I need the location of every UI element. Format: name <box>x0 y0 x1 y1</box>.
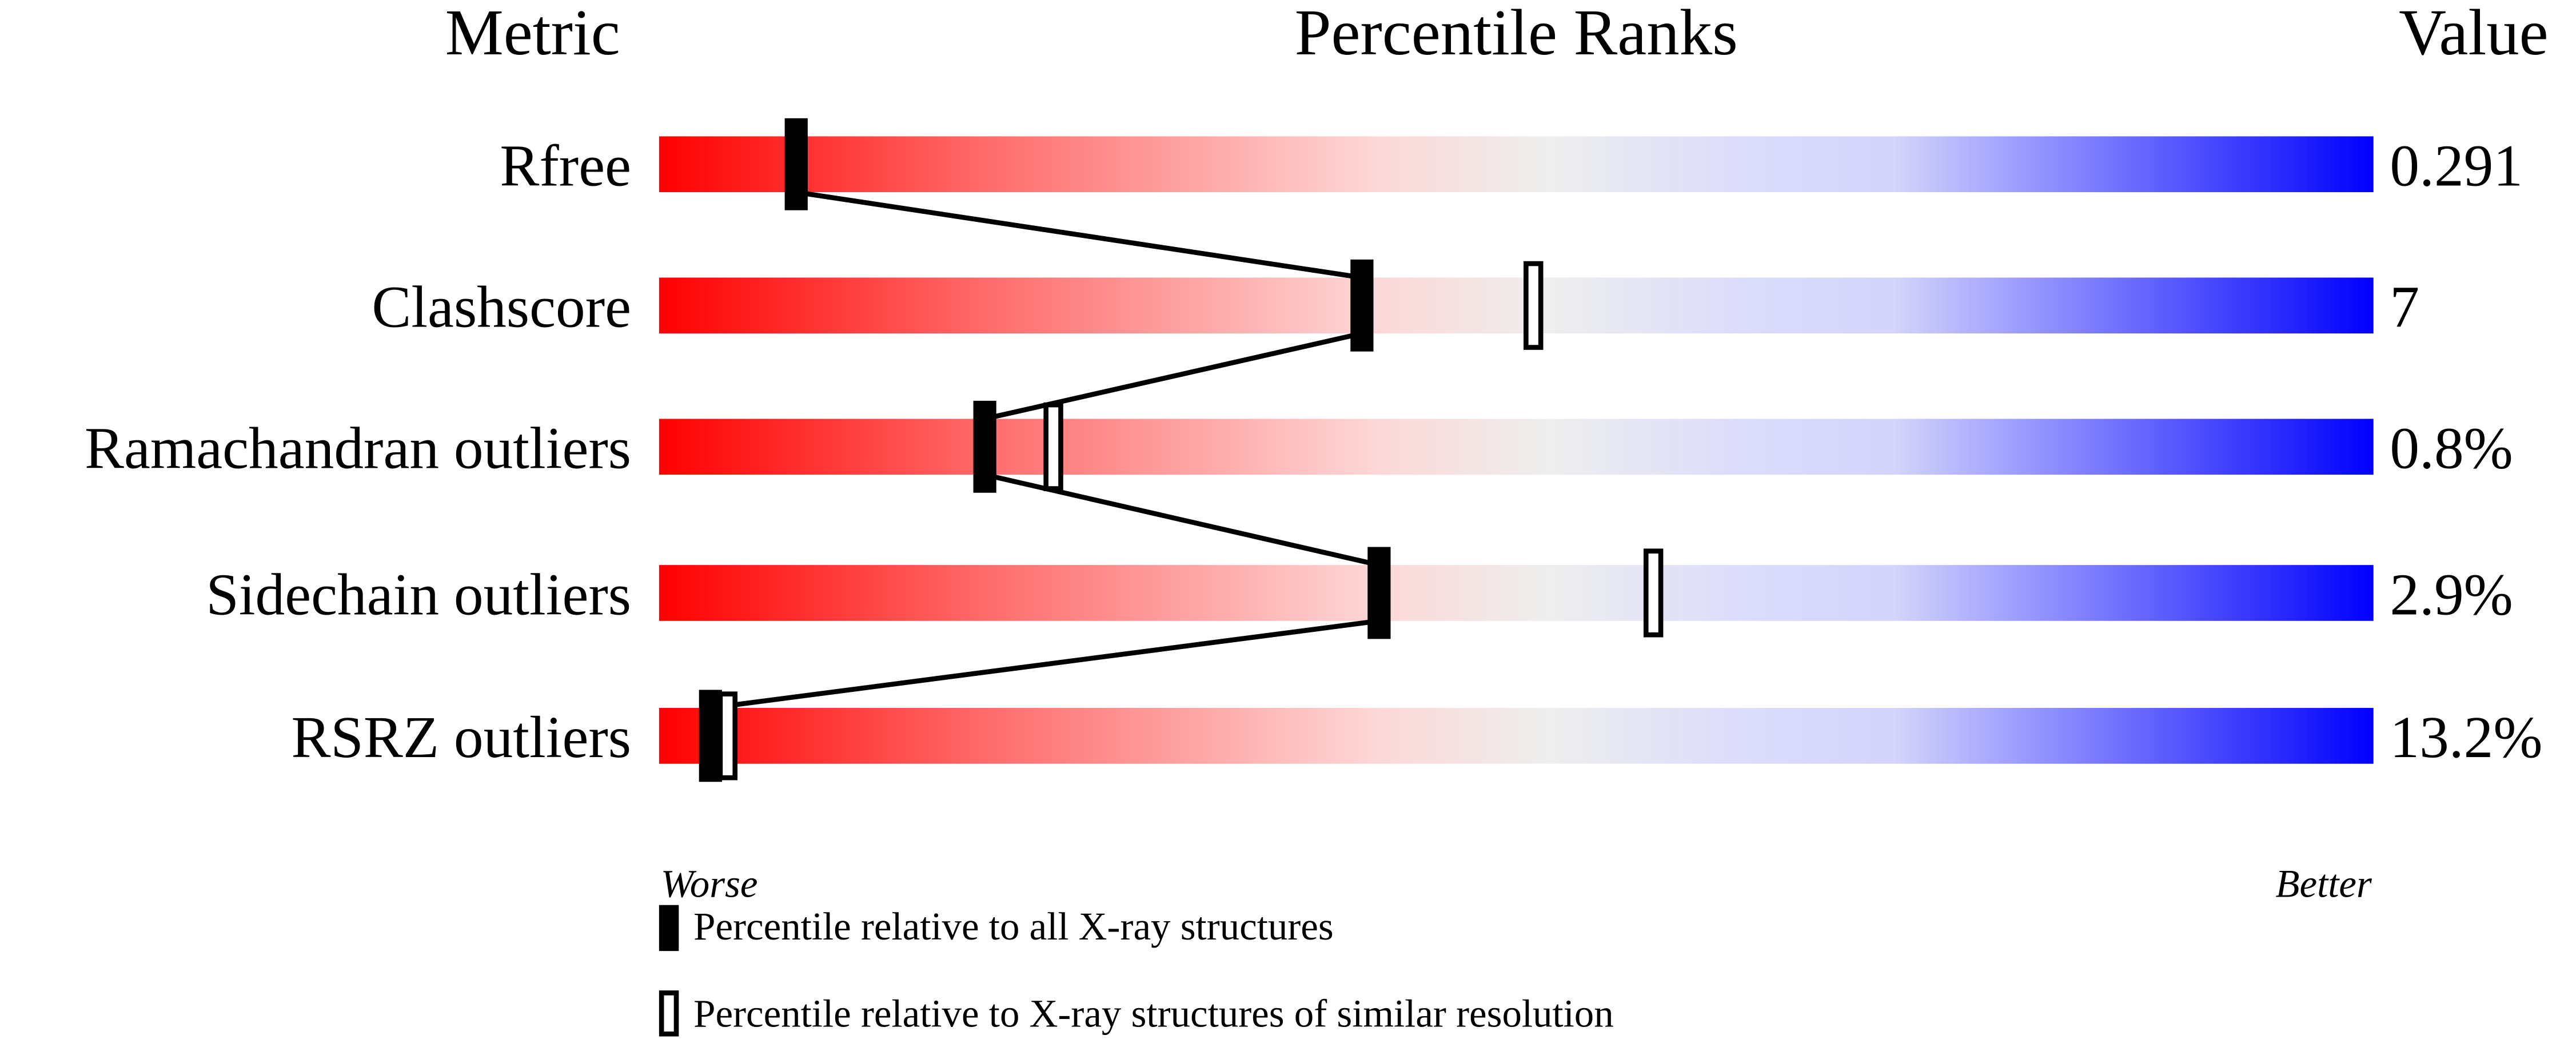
marker-similar-resolution <box>717 691 738 781</box>
marker-similar-resolution <box>1524 261 1544 350</box>
marker-all-structures <box>784 118 808 210</box>
metric-label: Clashscore <box>372 275 631 340</box>
marker-all-structures <box>973 400 996 493</box>
metric-label: Rfree <box>500 134 631 199</box>
metric-label: Sidechain outliers <box>206 562 631 627</box>
metric-value: 0.291 <box>2390 134 2523 199</box>
header-value: Value <box>2399 0 2549 69</box>
percentile-bar <box>659 136 2374 193</box>
marker-similar-resolution <box>1043 402 1063 491</box>
marker-all-structures <box>699 690 722 782</box>
connector-line <box>710 618 1379 711</box>
axis-label-better: Better <box>2275 862 2372 905</box>
legend-all-label: Percentile relative to all X-ray structu… <box>693 905 1334 948</box>
percentile-bar <box>659 708 2374 764</box>
metric-label: RSRZ outliers <box>291 705 631 770</box>
percentile-bar <box>659 277 2374 334</box>
marker-all-structures <box>1367 547 1391 639</box>
legend-similar-label: Percentile relative to X-ray structures … <box>693 992 1614 1035</box>
marker-all-structures <box>1350 259 1374 352</box>
metric-value: 13.2% <box>2390 705 2542 770</box>
percentile-bar <box>659 565 2374 621</box>
metric-value: 2.9% <box>2390 562 2513 627</box>
metric-value: 0.8% <box>2390 416 2513 481</box>
connector-line <box>796 189 1363 280</box>
header-percentile-ranks: Percentile Ranks <box>1295 0 1738 69</box>
metric-value: 7 <box>2390 275 2419 340</box>
legend-similar-marker <box>659 990 679 1037</box>
metric-label: Ramachandran outliers <box>85 416 631 481</box>
marker-similar-resolution <box>1643 548 1664 638</box>
percentile-bar <box>659 419 2374 475</box>
axis-label-worse: Worse <box>661 862 758 905</box>
header-metric: Metric <box>445 0 620 69</box>
connector-line <box>984 331 1363 421</box>
legend-all-marker <box>659 905 679 952</box>
